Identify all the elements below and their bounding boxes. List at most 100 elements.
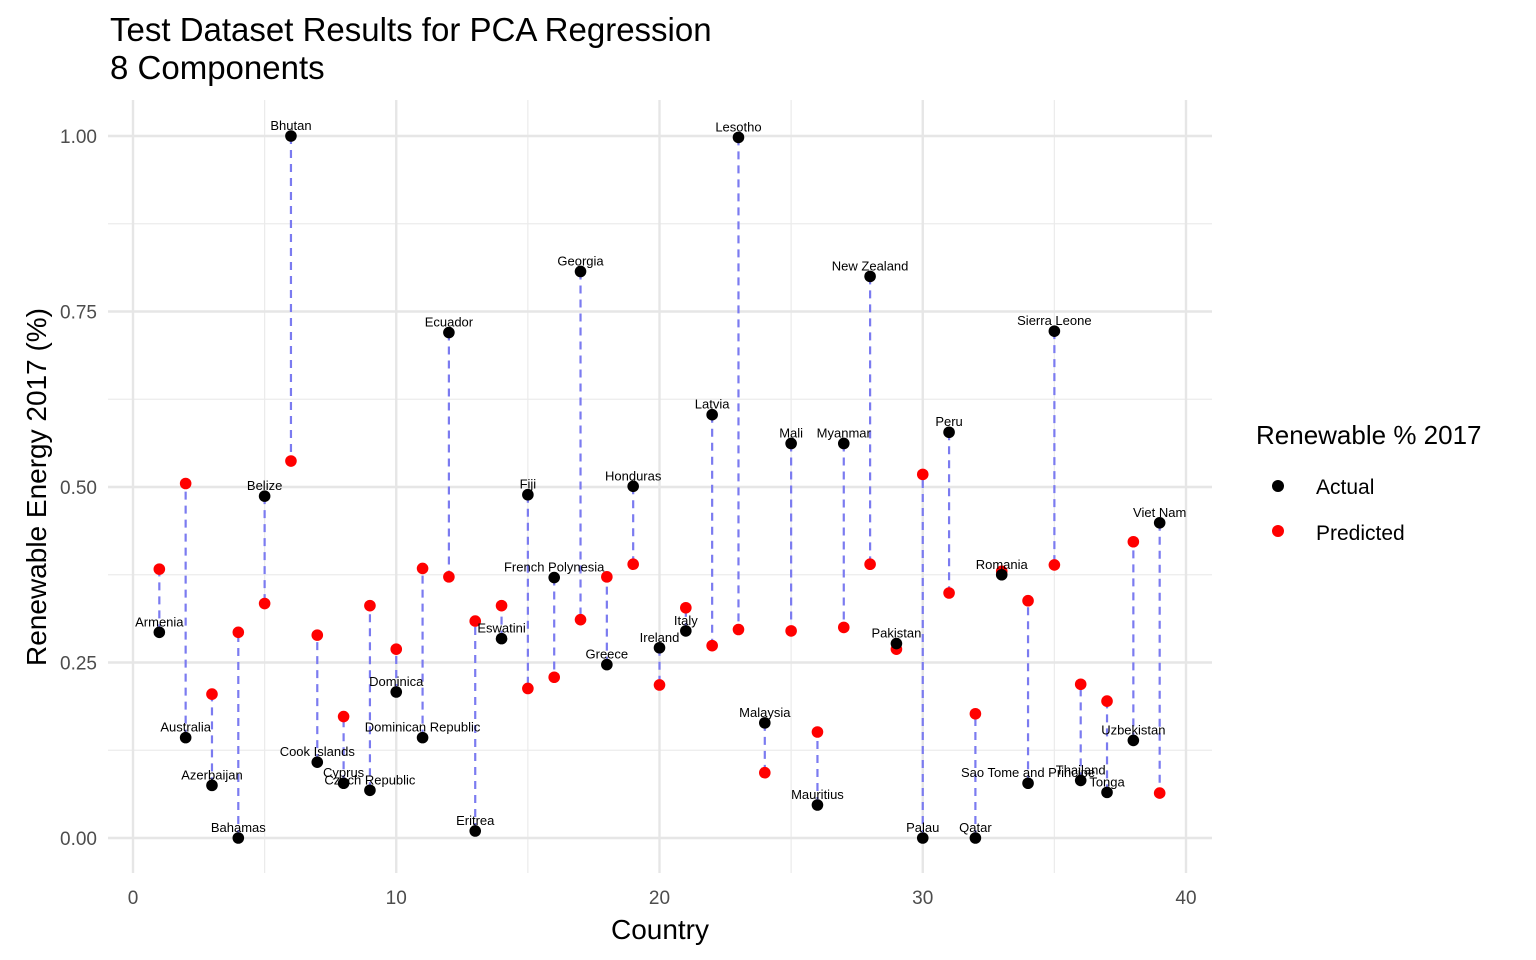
country-label: Eritrea xyxy=(456,813,495,828)
actual-point xyxy=(601,658,613,671)
predicted-point xyxy=(285,455,297,467)
country-label: New Zealand xyxy=(832,258,909,273)
actual-point xyxy=(864,270,876,283)
predicted-point xyxy=(469,615,482,627)
country-label: Romania xyxy=(976,557,1029,572)
actual-point xyxy=(759,717,771,729)
predicted-point xyxy=(153,563,166,575)
predicted-point xyxy=(206,688,218,700)
actual-point xyxy=(574,265,587,278)
predicted-point xyxy=(495,599,508,612)
predicted-point xyxy=(706,639,718,652)
actual-point xyxy=(469,825,482,837)
actual-point xyxy=(495,632,508,645)
actual-point xyxy=(522,488,534,501)
actual-point xyxy=(390,686,403,698)
country-label: Thailand xyxy=(1056,762,1106,777)
predicted-point xyxy=(179,477,192,490)
predicted-point xyxy=(732,623,745,636)
x-tick-label: 40 xyxy=(1175,888,1196,909)
actual-point xyxy=(1127,734,1140,747)
country-label: Bhutan xyxy=(270,118,311,133)
predicted-point xyxy=(653,679,666,691)
y-tick-label: 1.00 xyxy=(60,127,97,148)
predicted-point xyxy=(759,766,771,779)
connector-lines xyxy=(158,136,1161,838)
country-label: Peru xyxy=(935,414,962,429)
country-label: Belize xyxy=(247,478,282,493)
country-label: Ireland xyxy=(640,630,680,645)
predicted-point xyxy=(416,562,429,575)
predicted-point xyxy=(943,587,955,599)
country-label: Uzbekistan xyxy=(1101,722,1165,737)
actual-point xyxy=(258,490,271,502)
actual-point xyxy=(916,832,929,844)
predicted-point xyxy=(443,571,455,583)
actual-point xyxy=(285,130,297,142)
country-label: Italy xyxy=(674,613,698,628)
actual-point xyxy=(969,832,982,844)
legend-key-predicted xyxy=(1272,525,1284,537)
legend: Renewable % 2017 Actual Predicted xyxy=(1256,420,1482,545)
country-labels: Armenia Australia Azerbaijan Bahamas Belize B… xyxy=(135,118,1186,835)
country-label: Cyprus xyxy=(323,765,365,780)
country-label: Georgia xyxy=(557,253,604,268)
country-label: Viet Nam xyxy=(1133,505,1186,520)
actual-point xyxy=(680,625,692,637)
country-label: Greece xyxy=(586,647,629,662)
actual-series xyxy=(153,130,1166,844)
actual-point xyxy=(785,437,797,450)
country-label: Ecuador xyxy=(425,315,474,330)
country-label: Latvia xyxy=(695,397,730,412)
actual-point xyxy=(416,731,429,744)
country-label: Eswatini xyxy=(477,621,526,636)
predicted-series xyxy=(153,455,1166,799)
actual-point xyxy=(206,779,218,792)
x-tick-label: 30 xyxy=(912,888,933,909)
actual-point xyxy=(1022,777,1034,790)
country-label: Cook Islands xyxy=(280,744,356,759)
actual-point xyxy=(890,637,903,650)
actual-point xyxy=(443,326,455,339)
country-label: Australia xyxy=(160,720,211,735)
predicted-point xyxy=(1101,695,1113,707)
y-axis-ticks: 0.00 0.25 0.50 0.75 1.00 xyxy=(60,127,97,850)
country-label: Sierra Leone xyxy=(1017,313,1091,328)
chart-title: Test Dataset Results for PCA Regression xyxy=(110,11,712,48)
predicted-point xyxy=(864,558,876,571)
chart-subtitle: 8 Components xyxy=(110,49,325,86)
predicted-point xyxy=(574,613,587,626)
predicted-point xyxy=(232,626,245,639)
y-axis-title: Renewable Energy 2017 (%) xyxy=(21,308,52,666)
actual-point xyxy=(364,784,376,797)
country-label: Pakistan xyxy=(871,626,921,641)
country-label: Myanmar xyxy=(817,425,872,440)
y-tick-label: 0.25 xyxy=(60,654,97,675)
y-tick-label: 0.00 xyxy=(60,829,97,850)
country-label: Palau xyxy=(906,820,939,835)
country-label: Fiji xyxy=(520,477,537,492)
predicted-point xyxy=(785,625,797,637)
actual-point xyxy=(1101,786,1113,799)
actual-point xyxy=(153,626,166,639)
actual-point xyxy=(337,777,350,790)
actual-point xyxy=(653,641,666,654)
predicted-point xyxy=(680,601,692,614)
country-label: Azerbaijan xyxy=(181,767,242,782)
predicted-point xyxy=(258,597,271,610)
country-label: Tonga xyxy=(1089,774,1125,789)
predicted-point xyxy=(601,571,613,583)
predicted-point xyxy=(522,682,534,695)
predicted-point xyxy=(337,710,350,723)
predicted-point xyxy=(627,558,639,571)
actual-point xyxy=(706,408,718,421)
actual-point xyxy=(311,756,324,768)
country-label: Malaysia xyxy=(739,705,791,720)
predicted-point xyxy=(969,707,982,720)
actual-point xyxy=(837,437,850,450)
actual-point xyxy=(1074,774,1087,787)
actual-point xyxy=(1048,325,1061,337)
country-label: Mali xyxy=(779,425,803,440)
predicted-point xyxy=(916,468,929,481)
